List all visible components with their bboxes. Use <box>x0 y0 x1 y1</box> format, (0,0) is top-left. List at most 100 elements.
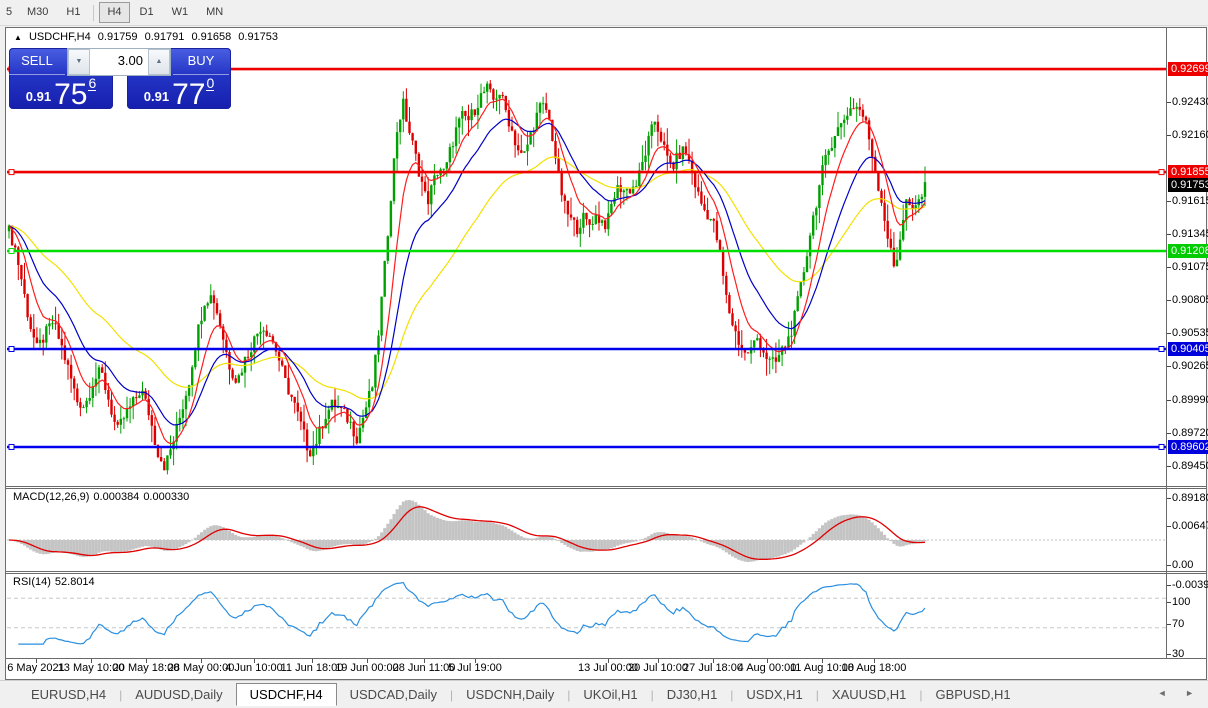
timeframe-toolbar: 5 M30 H1 H4 D1 W1 MN <box>0 0 1208 26</box>
date-label: 11 Aug 10:00 <box>789 662 855 674</box>
sell-label[interactable]: SELL <box>9 48 65 75</box>
tab-separator: | <box>567 687 571 702</box>
line-handle <box>8 248 15 255</box>
one-click-panel-arrow-icon[interactable]: ▲ <box>14 33 22 42</box>
price-tick-label: 0.92160 <box>1167 129 1208 142</box>
line-handle <box>1158 443 1165 450</box>
chart-header: ▲ USDCHF,H4 0.91759 0.91791 0.91658 0.91… <box>14 31 282 43</box>
tab-gbpusd-h1[interactable]: GBPUSD,H1 <box>935 687 1011 702</box>
price-tick-label: 0.90265 <box>1167 360 1208 373</box>
timeframe-w1[interactable]: W1 <box>171 6 189 18</box>
macd-label: MACD(12,26,9) 0.000384 0.000330 <box>13 491 190 503</box>
tab-audusd-daily[interactable]: AUDUSD,Daily <box>135 687 223 702</box>
date-label: 28 May 00:00 <box>167 662 235 674</box>
ohlc-open: 0.91759 <box>97 31 138 43</box>
tab-eurusd-h4[interactable]: EURUSD,H4 <box>31 687 107 702</box>
timeframe-h1[interactable]: H1 <box>66 6 81 18</box>
tab-usdchf-h4[interactable]: USDCHF,H4 <box>235 683 337 706</box>
price-tick-label: 0.91345 <box>1167 228 1208 241</box>
date-tick <box>822 659 823 663</box>
date-tick <box>874 659 875 663</box>
date-label: 27 Jul 18:00 <box>683 662 743 674</box>
macd-panel-canvas[interactable] <box>6 488 1166 570</box>
date-tick <box>475 659 476 663</box>
date-tick <box>312 659 313 663</box>
tab-separator: | <box>730 687 734 702</box>
date-label: 13 Jul 00:00 <box>578 662 638 674</box>
volume-decrease-button[interactable]: ▼ <box>68 49 90 75</box>
chart-window[interactable]: ▲ USDCHF,H4 0.91759 0.91791 0.91658 0.91… <box>5 27 1208 680</box>
toolbar-separator <box>93 4 95 21</box>
price-tick-label: 0.91615 <box>1167 195 1208 208</box>
date-label: 11 Jun 18:00 <box>280 662 344 674</box>
moving-average <box>8 118 926 426</box>
tab-separator: | <box>650 687 654 702</box>
panel-separator <box>6 488 1206 489</box>
date-tick <box>201 659 202 663</box>
macd-histogram <box>10 500 927 562</box>
date-tick <box>424 659 425 663</box>
volume-spinner: ▼ 3.00 ▲ <box>67 48 171 76</box>
down-wicks <box>11 80 914 471</box>
volume-input[interactable]: 3.00 <box>117 53 143 68</box>
price-tick-label: 0.90535 <box>1167 327 1208 340</box>
timeframe-h4[interactable]: H4 <box>99 2 130 23</box>
tab-usdx-h1[interactable]: USDX,H1 <box>746 687 803 702</box>
macd-axis-label: 0.00 <box>1167 559 1193 572</box>
price-chart-canvas[interactable] <box>6 43 1166 486</box>
timeframe-mn[interactable]: MN <box>206 6 224 18</box>
date-tick <box>767 659 768 663</box>
rsi-label: RSI(14) 52.8014 <box>13 576 95 588</box>
price-tick-label: 0.89180 <box>1167 492 1208 505</box>
tab-separator: | <box>919 687 923 702</box>
buy-price: 0.91 77 0 <box>143 75 215 111</box>
date-tick <box>146 659 147 663</box>
moving-average <box>8 156 926 400</box>
rsi-axis-label: 30 <box>1167 648 1184 661</box>
one-click-trade-panel: SELL 0.91 75 6 BUY 0.91 77 0 ▼ 3.00 ▲ <box>9 48 231 111</box>
rsi-panel-canvas[interactable] <box>6 573 1166 658</box>
date-label: 19 Jun 00:00 <box>335 662 399 674</box>
date-tick <box>254 659 255 663</box>
line-handle <box>1158 346 1165 352</box>
date-label: 20 Jul 10:00 <box>628 662 688 674</box>
tab-separator: | <box>815 687 819 702</box>
macd-signal-line <box>8 506 926 560</box>
timeframe-d1[interactable]: D1 <box>139 6 154 18</box>
line-handle <box>8 169 15 176</box>
date-axis[interactable]: 6 May 2021 13 May 10:00 20 May 18:00 28 May… <box>6 658 1206 679</box>
price-tick-label: 0.89990 <box>1167 394 1208 407</box>
panel-separator[interactable] <box>6 486 1206 487</box>
tab-usdcnh-daily[interactable]: USDCNH,Daily <box>466 687 555 702</box>
price-level-label: 0.91208 <box>1168 244 1208 259</box>
date-label: 4 Aug 00:00 <box>737 662 797 674</box>
tab-usdcad-daily[interactable]: USDCAD,Daily <box>349 687 438 702</box>
up-wicks <box>8 81 926 475</box>
tab-dj30-h1[interactable]: DJ30,H1 <box>666 687 718 702</box>
price-level-label: 0.91753 <box>1168 177 1208 192</box>
timeframe-m30[interactable]: M30 <box>27 6 49 18</box>
date-tick <box>36 659 37 663</box>
price-tick-label: 0.90805 <box>1167 294 1208 307</box>
line-handle <box>1158 169 1165 176</box>
tab-ukoil-h1[interactable]: UKOil,H1 <box>583 687 638 702</box>
tab-scroll-arrows[interactable]: ◄ ► <box>1157 688 1202 698</box>
sell-price: 0.91 75 6 <box>25 75 97 111</box>
date-tick <box>658 659 659 663</box>
volume-increase-button[interactable]: ▲ <box>148 49 170 75</box>
date-tick <box>608 659 609 663</box>
date-label: 28 Jun 11:00 <box>392 662 456 674</box>
price-axis[interactable] <box>1166 28 1167 658</box>
price-level-label: 0.89602 <box>1168 439 1208 454</box>
price-level-label: 0.92699 <box>1168 62 1208 77</box>
ohlc-high: 0.91791 <box>144 31 185 43</box>
buy-label[interactable]: BUY <box>173 48 229 75</box>
price-level-label: 0.90405 <box>1168 342 1208 356</box>
timeframe-5[interactable]: 5 <box>5 6 13 18</box>
line-handle <box>8 443 15 450</box>
panel-separator <box>6 573 1206 574</box>
date-label: 18 Aug 18:00 <box>841 662 907 674</box>
tab-separator: | <box>450 687 454 702</box>
panel-separator[interactable] <box>6 571 1206 572</box>
tab-xauusd-h1[interactable]: XAUUSD,H1 <box>831 687 907 702</box>
